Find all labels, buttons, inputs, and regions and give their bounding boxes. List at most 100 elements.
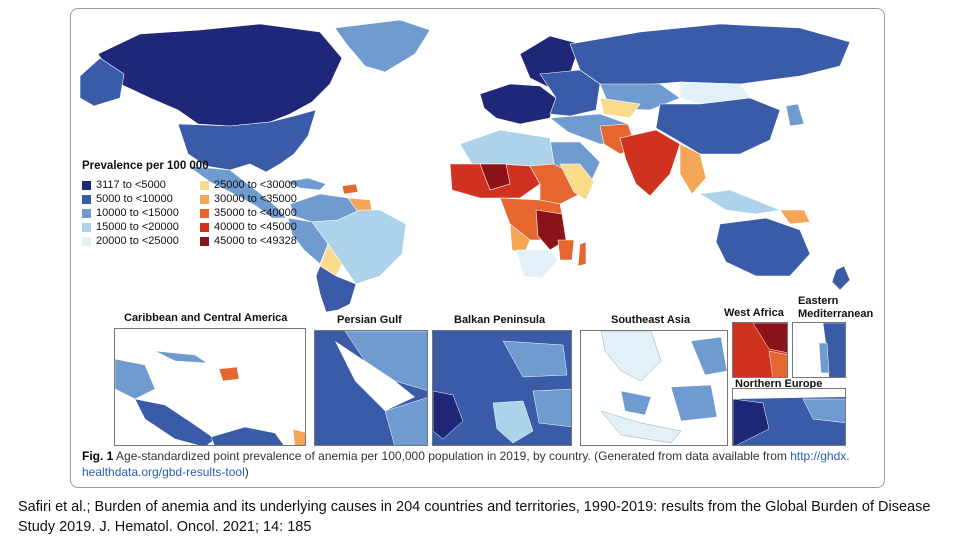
caption-close: ) xyxy=(244,465,249,479)
region-guyana-inset xyxy=(292,428,305,445)
region-se-asia-islands xyxy=(699,189,782,215)
legend-label: 40000 to <45000 xyxy=(214,221,297,233)
region-mexico xyxy=(186,165,287,219)
legend-label: 45000 to <49328 xyxy=(214,235,297,247)
inset-title-southeast-asia: Southeast Asia xyxy=(611,314,691,326)
legend-item: 10000 to <15000 xyxy=(82,207,200,219)
region-colombia-inset xyxy=(210,426,284,445)
inset-title-northern-europe: Northern Europe xyxy=(735,378,823,390)
inset-balkan xyxy=(432,330,572,446)
region-indonesia-inset xyxy=(600,410,682,444)
inset-eastern-med-map xyxy=(818,323,845,377)
legend-item: 30000 to <35000 xyxy=(200,193,318,205)
inset-west-africa-map xyxy=(752,323,787,377)
region-peru xyxy=(287,217,329,265)
caption-fig-label: Fig. 1 xyxy=(82,449,114,463)
region-west-africa-dark xyxy=(752,323,787,353)
legend-label: 25000 to <30000 xyxy=(214,179,297,191)
region-mozambique xyxy=(557,239,575,261)
region-new-zealand xyxy=(831,265,851,291)
legend-swatch xyxy=(82,236,91,246)
region-north-sea xyxy=(733,389,845,399)
citation-text: Safiri et al.; Burden of anemia and its … xyxy=(18,499,931,535)
region-alaska xyxy=(80,57,125,107)
legend-swatch xyxy=(200,208,209,218)
region-north-africa xyxy=(459,129,555,167)
inset-title-balkan: Balkan Peninsula xyxy=(454,314,546,326)
legend-item: 20000 to <25000 xyxy=(82,235,200,247)
region-baltic-inset xyxy=(802,398,845,424)
region-argentina-chile xyxy=(315,265,357,313)
inset-title-eastern-med: Eastern Mediterranean xyxy=(798,295,878,321)
region-madagascar xyxy=(577,241,587,267)
legend-swatch xyxy=(200,194,209,204)
legend-label: 30000 to <35000 xyxy=(214,193,297,205)
region-western-europe xyxy=(479,83,557,125)
legend-label: 10000 to <15000 xyxy=(96,207,179,219)
region-uae-inset xyxy=(384,397,427,445)
legend-label: 3117 to <5000 xyxy=(96,179,166,191)
region-greenland xyxy=(334,19,431,73)
region-gulf-water xyxy=(335,341,415,411)
inset-caribbean xyxy=(114,328,306,446)
legend-title: Prevalence per 100 000 xyxy=(82,160,209,172)
region-caribbean xyxy=(284,177,327,191)
inset-persian-gulf xyxy=(314,330,428,446)
legend-item: 3117 to <5000 xyxy=(82,179,200,191)
region-philippines-inset xyxy=(690,336,727,376)
region-italy-inset xyxy=(433,390,464,440)
region-horn xyxy=(559,163,595,201)
legend: Prevalence per 100 000 3117 to <5000 250… xyxy=(82,160,318,247)
legend-swatch xyxy=(200,222,209,232)
legend-swatch xyxy=(200,236,209,246)
inset-title-west-africa: West Africa xyxy=(724,307,784,319)
region-china xyxy=(655,97,781,155)
region-greece-inset xyxy=(492,400,534,444)
legend-label: 20000 to <25000 xyxy=(96,235,179,247)
inset-southeast-asia-map xyxy=(600,331,727,444)
caption-link-1[interactable]: http://ghdx. xyxy=(790,449,850,463)
legend-grid: 3117 to <5000 25000 to <30000 5000 to <1… xyxy=(82,179,318,247)
region-haiti xyxy=(341,183,359,195)
legend-item: 15000 to <20000 xyxy=(82,221,200,233)
region-australia xyxy=(715,217,811,277)
legend-swatch xyxy=(200,180,209,190)
region-canada xyxy=(97,23,343,127)
region-southern-africa xyxy=(515,249,559,279)
legend-item: 35000 to <40000 xyxy=(200,207,318,219)
region-papua xyxy=(779,209,811,225)
region-india xyxy=(619,129,681,197)
region-kazakh-south xyxy=(599,97,641,119)
caption-text: Age-standardized point prevalence of ane… xyxy=(113,449,791,463)
inset-caribbean-map xyxy=(115,350,305,445)
region-cuba-inset xyxy=(154,350,208,364)
inset-northern-europe-map xyxy=(733,389,845,445)
inset-balkan-map xyxy=(433,340,571,444)
region-israel-inset xyxy=(818,342,830,374)
region-mexico-inset xyxy=(115,358,156,400)
inset-persian-gulf-map xyxy=(335,331,427,445)
legend-item: 25000 to <30000 xyxy=(200,179,318,191)
inset-eastern-med xyxy=(792,322,846,378)
region-korea-japan xyxy=(785,103,805,127)
legend-swatch xyxy=(82,194,91,204)
legend-item: 5000 to <10000 xyxy=(82,193,200,205)
legend-item: 45000 to <49328 xyxy=(200,235,318,247)
region-west-africa-light xyxy=(768,350,787,377)
caption-link-2[interactable]: healthdata.org/gbd-results-tool xyxy=(82,465,245,479)
region-myanmar-indochina xyxy=(679,143,707,195)
world-map xyxy=(80,19,851,313)
region-indochina-inset xyxy=(600,331,662,382)
region-west-africa-core xyxy=(479,163,511,191)
inset-west-africa xyxy=(732,322,788,378)
region-russia xyxy=(569,23,851,87)
region-turkey-inset xyxy=(532,388,571,428)
legend-item: 40000 to <45000 xyxy=(200,221,318,233)
inset-title-caribbean: Caribbean and Central America xyxy=(124,312,288,324)
region-central-america-inset xyxy=(134,398,216,445)
eastern-med-text: Eastern Mediterranean xyxy=(798,295,874,320)
region-malaysia-inset xyxy=(620,390,652,416)
region-romania-inset xyxy=(502,340,568,378)
region-borneo-inset xyxy=(670,384,718,422)
inset-southeast-asia xyxy=(580,330,728,446)
